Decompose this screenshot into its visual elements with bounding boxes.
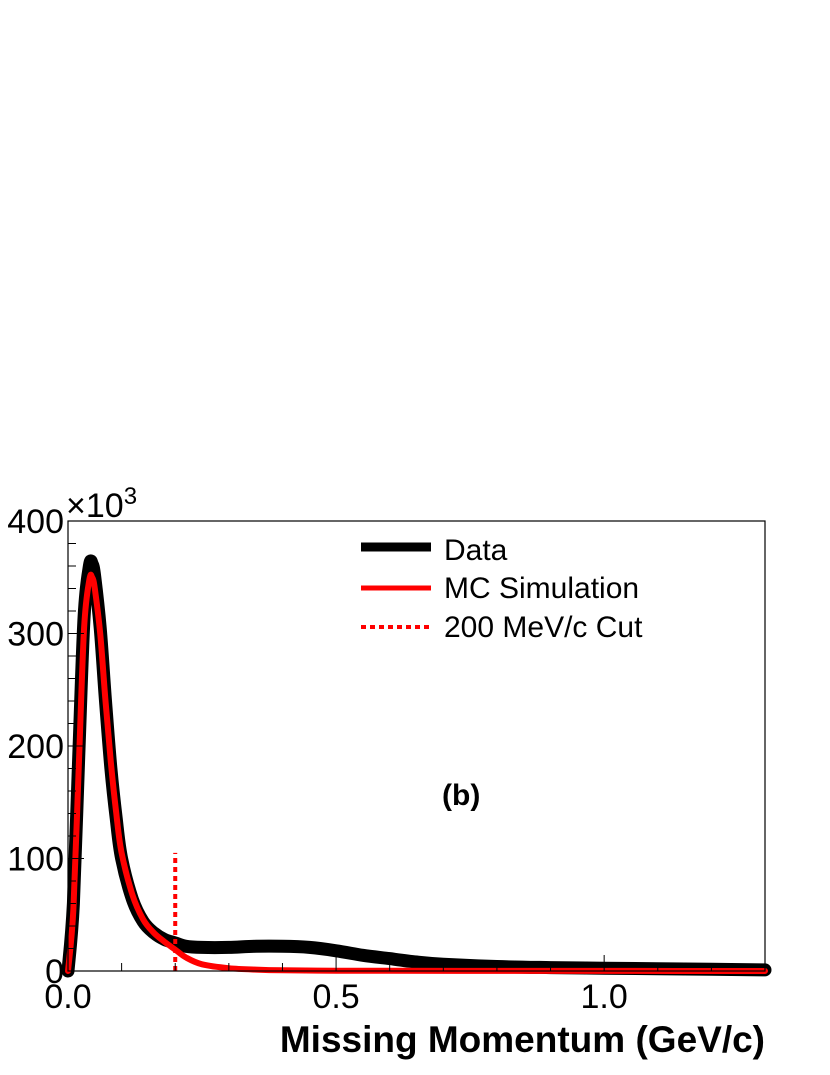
y-multiplier-base: ×10: [66, 487, 124, 525]
x-tick-label: 0.5: [312, 978, 359, 1016]
x-axis-label: Missing Momentum (GeV/c): [280, 1019, 765, 1060]
y-axis-ticks: [68, 520, 84, 972]
legend: Data MC Simulation 200 MeV/c Cut: [361, 534, 643, 644]
panel-annotation: (b): [442, 779, 480, 812]
x-tick-label: 1.0: [581, 978, 628, 1016]
x-axis-tick-labels: 0.0 0.5 1.0: [44, 978, 627, 1016]
legend-label-cut: 200 MeV/c Cut: [444, 611, 643, 644]
legend-label-data: Data: [444, 534, 508, 567]
x-axis-ticks: [67, 955, 766, 971]
y-multiplier: ×103: [66, 483, 137, 525]
y-tick-label: 0: [45, 953, 64, 991]
y-multiplier-exponent: 3: [124, 483, 137, 510]
legend-label-mc: MC Simulation: [444, 572, 639, 605]
y-tick-label: 100: [7, 841, 64, 879]
y-tick-label: 400: [7, 503, 64, 541]
y-tick-label: 300: [7, 616, 64, 654]
x-tick-label: 0.0: [44, 978, 91, 1016]
y-axis-tick-labels: 0 100 200 300 400: [7, 503, 64, 991]
y-tick-label: 200: [7, 728, 64, 766]
